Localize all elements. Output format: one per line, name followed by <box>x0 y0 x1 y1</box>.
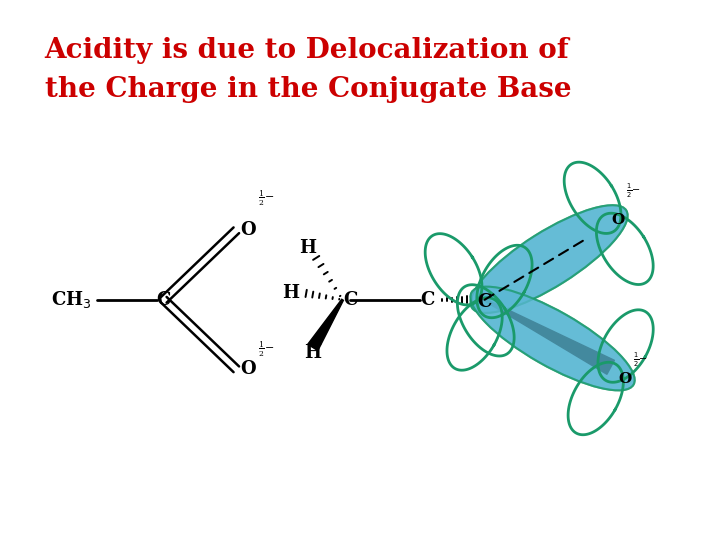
Text: $\mathregular{\frac{1}{2}}$−: $\mathregular{\frac{1}{2}}$− <box>258 340 274 359</box>
Text: O: O <box>240 360 256 379</box>
Text: H: H <box>282 284 300 302</box>
Text: CH$_3$: CH$_3$ <box>51 289 91 310</box>
Text: C: C <box>343 291 358 309</box>
Polygon shape <box>484 299 614 374</box>
Text: $\mathregular{\frac{1}{2}}$−: $\mathregular{\frac{1}{2}}$− <box>632 351 647 369</box>
Ellipse shape <box>470 287 634 390</box>
Text: H: H <box>305 345 321 362</box>
Text: O: O <box>611 213 624 227</box>
Polygon shape <box>307 299 343 350</box>
Text: the Charge in the Conjugate Base: the Charge in the Conjugate Base <box>45 76 571 103</box>
Ellipse shape <box>471 205 628 313</box>
Ellipse shape <box>470 287 634 390</box>
Text: $\mathregular{\frac{1}{2}}$−: $\mathregular{\frac{1}{2}}$− <box>258 189 274 208</box>
Text: C: C <box>477 293 492 311</box>
Text: H: H <box>300 239 316 257</box>
Text: C: C <box>157 291 171 309</box>
Text: Acidity is due to Delocalization of: Acidity is due to Delocalization of <box>45 37 570 64</box>
Text: O: O <box>618 372 631 386</box>
Text: O: O <box>240 221 256 239</box>
Text: $\mathregular{\frac{1}{2}}$−: $\mathregular{\frac{1}{2}}$− <box>626 183 640 200</box>
Text: C: C <box>420 291 434 309</box>
Ellipse shape <box>471 205 628 313</box>
